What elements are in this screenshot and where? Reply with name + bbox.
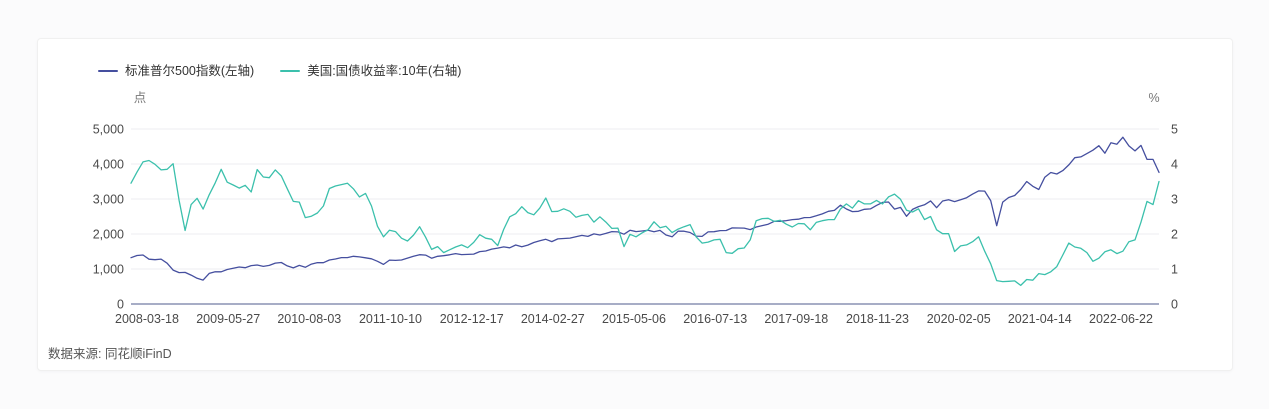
left-axis-tick-label: 4,000: [93, 158, 124, 172]
x-axis-tick-label: 2018-11-23: [846, 312, 909, 326]
legend-item-ust10y[interactable]: 美国:国债收益率:10年(右轴): [280, 63, 461, 79]
x-axis-tick-label: 2022-06-22: [1089, 312, 1153, 326]
x-axis-tick-label: 2008-03-18: [115, 312, 179, 326]
chart-card: 标准普尔500指数(左轴) 美国:国债收益率:10年(右轴) 0 0 1,000 1 2…: [37, 38, 1233, 371]
right-axis-unit-label: %: [1148, 91, 1159, 105]
right-axis-tick-label: 1: [1171, 263, 1178, 277]
right-axis-tick-label: 2: [1171, 228, 1178, 242]
x-axis-tick-label: 2009-05-27: [196, 312, 260, 326]
x-axis-tick-label: 2020-02-05: [927, 312, 991, 326]
x-axis-tick-label: 2014-02-27: [521, 312, 585, 326]
series-line-1[interactable]: [130, 159, 1160, 287]
right-axis-tick-label: 5: [1171, 123, 1178, 137]
left-axis-tick-label: 0: [117, 298, 124, 312]
right-axis-tick-label: 3: [1171, 193, 1178, 207]
x-axis-tick-label: 2015-05-06: [602, 312, 666, 326]
legend-label-sp500: 标准普尔500指数(左轴): [125, 64, 255, 78]
sp500-line-marker-icon: [98, 69, 118, 73]
left-axis-tick-label: 1,000: [93, 263, 124, 277]
line-chart[interactable]: 0 0 1,000 1 2,000 2 3,000 3 4,000 4 5,000 5 点 % 2008-0…: [38, 86, 1234, 338]
series-line-0[interactable]: [130, 136, 1160, 281]
data-source-note: 数据来源: 同花顺iFinD: [48, 347, 172, 361]
x-axis-tick-label: 2011-10-10: [359, 312, 422, 326]
x-axis-tick-label: 2017-09-18: [764, 312, 828, 326]
x-axis-tick-label: 2021-04-14: [1008, 312, 1072, 326]
left-axis-unit-label: 点: [134, 91, 147, 105]
legend-item-sp500[interactable]: 标准普尔500指数(左轴): [98, 63, 254, 79]
left-axis-tick-label: 3,000: [93, 193, 124, 207]
left-axis-tick-label: 5,000: [93, 123, 124, 137]
ust10y-line-marker-icon: [280, 69, 301, 73]
left-axis-tick-label: 2,000: [93, 228, 124, 242]
x-axis-tick-label: 2016-07-13: [683, 312, 747, 326]
legend-label-ust10y: 美国:国债收益率:10年(右轴): [307, 64, 462, 78]
x-axis-tick-label: 2012-12-17: [440, 312, 504, 326]
chart-legend: 标准普尔500指数(左轴) 美国:国债收益率:10年(右轴): [98, 63, 461, 79]
right-axis-tick-label: 0: [1171, 298, 1178, 312]
x-axis-tick-label: 2010-08-03: [277, 312, 341, 326]
right-axis-tick-label: 4: [1171, 158, 1178, 172]
